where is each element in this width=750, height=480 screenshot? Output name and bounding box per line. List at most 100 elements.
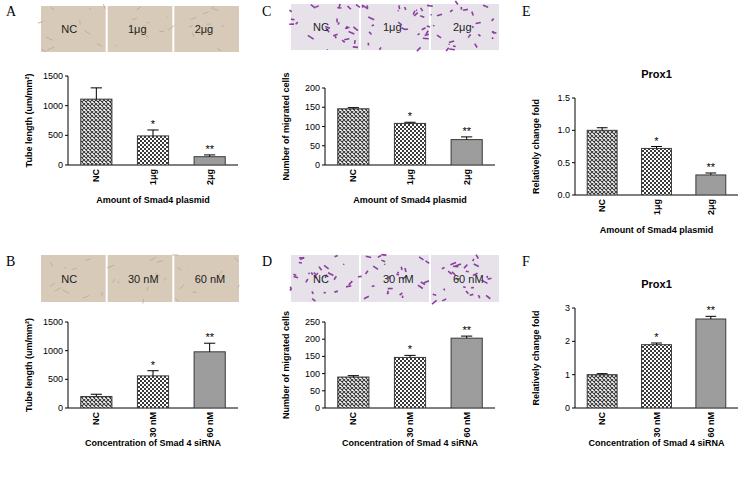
photo-texture	[400, 293, 403, 295]
photo-texture	[476, 255, 478, 259]
error-bar	[461, 137, 472, 140]
photo-texture	[368, 43, 370, 46]
x-axis-label: Concentration of Smad 4 siRNA	[85, 438, 222, 448]
photo-texture	[299, 257, 304, 259]
photo-texture	[103, 4, 105, 9]
photo: 1μg	[361, 4, 430, 51]
panel-letter: C	[262, 4, 271, 19]
x-axis-label: Amount of Smad4 plasmid	[96, 195, 210, 205]
photo-texture	[449, 41, 454, 43]
photo-texture	[338, 22, 339, 24]
significance-mark: *	[151, 118, 156, 130]
x-tick-label: 1μg	[652, 199, 662, 215]
photo-texture	[486, 276, 488, 278]
photo-bg	[291, 255, 359, 302]
y-axis	[68, 322, 69, 408]
photo-texture	[312, 299, 315, 301]
photo-texture	[427, 25, 430, 27]
photo: 2μg	[427, 1, 499, 51]
photo-texture	[470, 294, 474, 297]
photo-texture	[466, 291, 468, 294]
photo-texture	[335, 255, 338, 256]
error-bar	[461, 336, 472, 338]
y-tick-label: 0.0	[557, 190, 570, 200]
y-tick	[322, 165, 325, 166]
photo-texture	[448, 271, 451, 274]
photo-texture	[47, 47, 54, 50]
photo-texture	[319, 267, 322, 271]
y-tick-label: 200	[305, 334, 320, 344]
y-axis	[68, 76, 69, 165]
y-tick-label: 200	[305, 83, 320, 93]
photo-texture	[159, 31, 164, 32]
x-tick-label: NC	[91, 412, 101, 425]
photo-texture	[172, 254, 178, 255]
y-tick	[322, 408, 325, 409]
y-tick-label: 3	[565, 303, 570, 313]
photo-texture	[343, 263, 345, 265]
photo-texture	[405, 268, 406, 272]
photo-texture	[326, 49, 328, 51]
panel-letter: E	[522, 4, 531, 19]
photo-label: NC	[313, 21, 329, 33]
photo-texture	[299, 262, 302, 264]
x-tick-label: NC	[91, 169, 101, 182]
error-bar	[91, 394, 102, 396]
photo-texture	[446, 48, 449, 51]
y-tick	[572, 374, 575, 375]
photo-texture	[289, 10, 291, 12]
photo-texture	[432, 300, 437, 304]
photo-bg	[291, 4, 359, 50]
error-bar	[348, 376, 359, 377]
photo-texture	[187, 270, 189, 271]
photo-label: NC	[313, 273, 329, 285]
photo-texture	[472, 26, 473, 28]
photo-texture	[368, 17, 374, 20]
photo-texture	[50, 262, 53, 267]
photo-label: 1μg	[383, 21, 402, 33]
photo-texture	[356, 5, 360, 8]
significance-mark: *	[654, 331, 659, 343]
photo-texture	[426, 31, 428, 35]
photo-bg	[361, 4, 429, 50]
photo-texture	[308, 273, 309, 274]
y-tick-label: 50	[310, 141, 320, 151]
photo-texture	[413, 11, 415, 15]
figure: ANC1μg2μg050010001500Tube length (um/mm²…	[0, 0, 750, 480]
photo-texture	[346, 26, 348, 29]
photo-texture	[189, 26, 193, 27]
photo-texture	[398, 5, 400, 9]
photo-bg	[174, 6, 239, 52]
y-tick	[572, 130, 575, 131]
photo-texture	[222, 25, 224, 26]
photo-texture	[475, 44, 477, 48]
significance-mark: *	[408, 343, 413, 355]
photo-texture	[433, 25, 435, 26]
y-axis	[575, 308, 576, 408]
significance-mark: **	[462, 324, 471, 336]
photo-texture	[384, 263, 386, 266]
y-tick-label: 250	[305, 317, 320, 327]
y-tick	[322, 390, 325, 391]
photo: 30 nM	[107, 255, 172, 304]
photo-texture	[453, 45, 456, 47]
photo-texture	[63, 290, 69, 294]
photo-texture	[349, 31, 355, 33]
photo-bg	[108, 255, 173, 302]
photo-texture	[336, 19, 338, 23]
y-tick-label: 1.0	[557, 125, 570, 135]
error-bar	[404, 355, 415, 357]
photo-texture	[112, 279, 114, 282]
error-bar	[597, 128, 608, 131]
photo-label: 2μg	[453, 21, 472, 33]
x-tick-label: 60 nM	[205, 412, 215, 438]
photo-texture	[347, 6, 351, 9]
photo-texture	[405, 7, 406, 10]
marks	[587, 316, 726, 408]
y-tick-label: 0	[58, 160, 63, 170]
y-tick	[572, 195, 575, 196]
photo-texture	[358, 276, 362, 278]
photo-texture	[342, 40, 345, 42]
y-tick	[322, 88, 325, 89]
x-axis-label: Concentration of Smad 4 siRNA	[588, 438, 725, 448]
